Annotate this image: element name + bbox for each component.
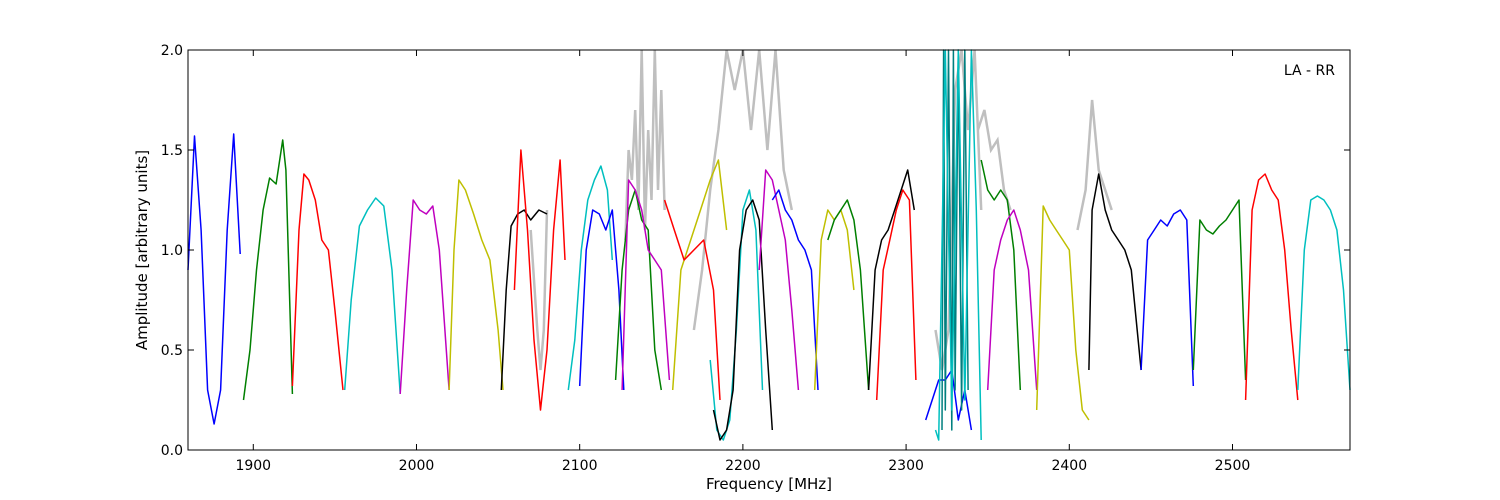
y-tick-label: 0.5 — [161, 343, 183, 359]
y-tick-label: 2.0 — [161, 43, 183, 59]
x-axis: 1900 2000 2100 2200 2300 2400 2500 — [235, 50, 1250, 474]
series-line-18 — [813, 209, 855, 391]
background-traces — [529, 49, 1113, 371]
series-line-25 — [980, 159, 1022, 391]
series-line-7 — [513, 149, 566, 411]
series-line-3 — [343, 197, 401, 395]
series-line-31 — [1244, 173, 1299, 401]
series-line-15 — [712, 199, 774, 441]
series-line-17 — [771, 189, 819, 391]
x-tick-label: 2200 — [725, 458, 761, 474]
series-line-5 — [448, 179, 504, 391]
series-line-0 — [187, 133, 241, 425]
series-line-6 — [500, 209, 548, 391]
series-line-32 — [1297, 195, 1351, 391]
series-line-1 — [242, 139, 294, 401]
series-line-21 — [875, 189, 917, 401]
series-line-10 — [614, 189, 663, 391]
y-tick-label: 1.0 — [161, 243, 183, 259]
series-line-20 — [867, 169, 916, 391]
y-axis: 0.0 0.5 1.0 1.5 2.0 — [161, 43, 1350, 459]
y-tick-label: 1.5 — [161, 143, 183, 159]
background-trace-1 — [624, 49, 666, 241]
series-line-9 — [578, 209, 625, 391]
x-tick-label: 2400 — [1051, 458, 1087, 474]
corner-annotation: LA - RR — [1284, 63, 1335, 79]
series-line-19 — [827, 199, 870, 391]
x-tick-label: 2100 — [562, 458, 598, 474]
series-line-4 — [399, 199, 450, 395]
series-line-29 — [1140, 209, 1195, 387]
series-line-8 — [567, 165, 614, 391]
background-trace-2 — [692, 49, 794, 331]
series-lines — [187, 49, 1351, 441]
y-tick-label: 0.0 — [161, 443, 183, 459]
x-tick-label: 1900 — [235, 458, 271, 474]
series-line-27 — [1035, 205, 1090, 421]
series-line-22 — [924, 369, 973, 431]
series-line-13 — [663, 199, 721, 401]
x-tick-label: 2500 — [1215, 458, 1251, 474]
y-axis-label: Amplitude [arbitrary units] — [133, 150, 151, 350]
series-line-2 — [291, 173, 344, 391]
series-line-26 — [986, 209, 1038, 391]
series-line-16 — [758, 169, 800, 391]
background-trace-0 — [529, 209, 549, 371]
x-axis-label: Frequency [MHz] — [706, 475, 832, 493]
series-line-28 — [1088, 173, 1142, 371]
x-tick-label: 2000 — [399, 458, 435, 474]
series-line-30 — [1192, 199, 1247, 381]
background-trace-5 — [1076, 99, 1113, 231]
series-line-12 — [671, 159, 728, 391]
x-tick-label: 2300 — [888, 458, 924, 474]
series-line-11 — [621, 179, 671, 391]
background-trace-4 — [976, 109, 1012, 211]
